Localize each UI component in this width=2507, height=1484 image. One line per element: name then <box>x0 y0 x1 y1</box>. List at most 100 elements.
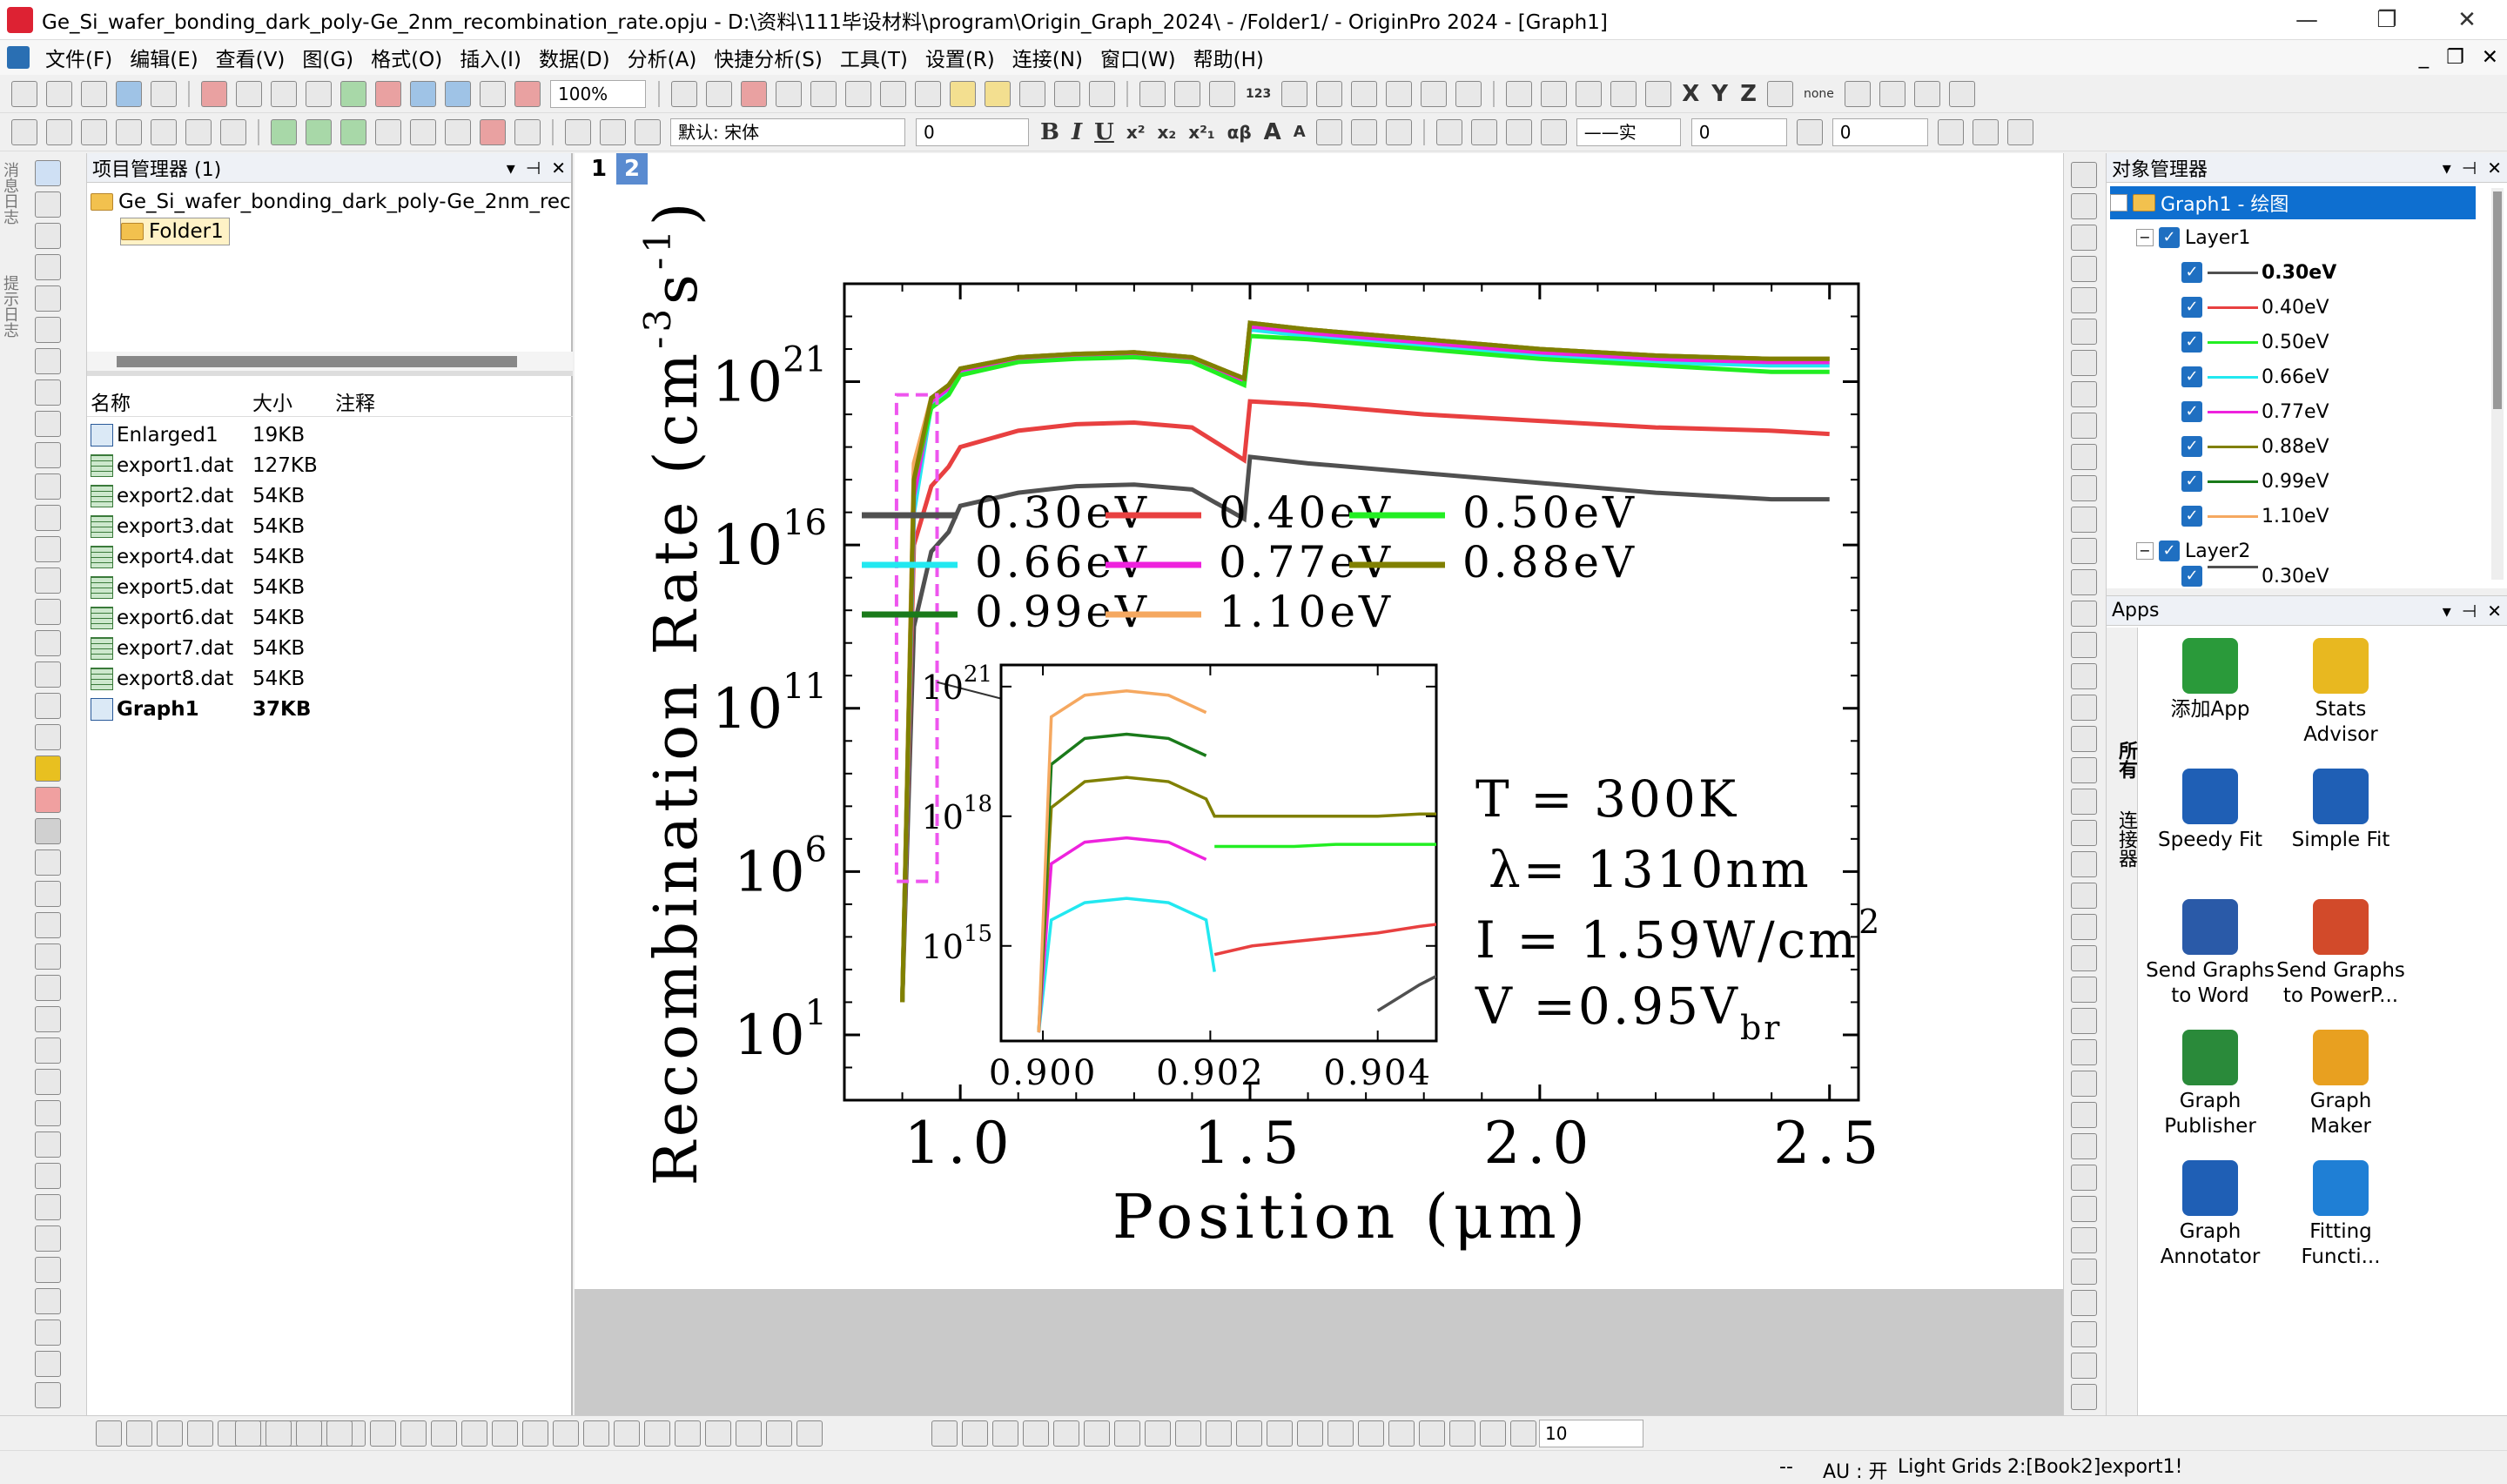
tree-scrollbar[interactable] <box>117 356 517 367</box>
draw-tool-icon[interactable] <box>1175 1420 1201 1447</box>
file-row[interactable]: export5.dat 54KB <box>87 572 573 602</box>
layer1-node[interactable]: − ✓ Layer1 <box>2136 221 2250 254</box>
menu-quick-analysis[interactable]: 快捷分析(S) <box>714 49 823 71</box>
tool-icon[interactable] <box>35 1037 61 1064</box>
cut-icon[interactable] <box>565 118 591 145</box>
collapse-icon[interactable]: − <box>2136 229 2154 246</box>
layer-tool-icon[interactable] <box>2071 1290 2097 1316</box>
draw-tool-icon[interactable] <box>675 1420 701 1447</box>
layer-tool-icon[interactable] <box>2071 413 2097 439</box>
draw-tool-icon[interactable] <box>1206 1420 1232 1447</box>
tool-icon[interactable] <box>35 599 61 625</box>
panel-close-icon[interactable]: ✕ <box>2487 157 2502 178</box>
plot-item[interactable]: ✓ 0.66eV <box>2181 360 2329 393</box>
plot-item[interactable]: ✓ 0.88eV <box>2181 430 2329 463</box>
new-function-icon[interactable] <box>151 80 177 107</box>
fill-column-icon[interactable] <box>340 118 366 145</box>
layer-tool-icon[interactable] <box>2071 1384 2097 1410</box>
code-builder-icon[interactable] <box>810 80 837 107</box>
next-page-icon[interactable] <box>1913 80 1940 107</box>
tool-icon[interactable] <box>35 567 61 594</box>
plot-item[interactable]: ✓ 0.50eV <box>2181 326 2329 359</box>
draw-tool-icon[interactable] <box>187 1420 213 1447</box>
tool-icon[interactable] <box>35 1382 61 1408</box>
draw-tool-icon[interactable] <box>583 1420 609 1447</box>
layer-tab-2[interactable]: 2 <box>616 153 648 185</box>
bold-button[interactable]: B <box>1040 118 1059 145</box>
menu-graph[interactable]: 图(G) <box>302 49 354 71</box>
open-template-icon[interactable] <box>236 80 262 107</box>
panel-pin-icon[interactable]: ⊣ <box>525 157 541 178</box>
error-bar-icon[interactable] <box>1766 80 1793 107</box>
add-plot-icon[interactable] <box>116 118 142 145</box>
draw-tool-icon[interactable] <box>644 1420 670 1447</box>
draw-tool-icon[interactable] <box>1358 1420 1384 1447</box>
menu-file[interactable]: 文件(F) <box>45 49 113 71</box>
layer-tool-icon[interactable] <box>2071 475 2097 501</box>
draw-tool-icon[interactable] <box>157 1420 183 1447</box>
app-item[interactable]: Stats Advisor <box>2275 638 2406 748</box>
draw-tool-icon[interactable] <box>1388 1420 1415 1447</box>
layer-tool-icon[interactable] <box>2071 444 2097 470</box>
layer-tab-1[interactable]: 1 <box>583 153 615 185</box>
menu-view[interactable]: 查看(V) <box>215 49 286 71</box>
underline-button[interactable]: U <box>1094 118 1114 145</box>
insert-column-icon[interactable] <box>375 118 401 145</box>
panel-close-icon[interactable]: ✕ <box>551 157 566 178</box>
layout-icon[interactable] <box>1089 80 1115 107</box>
decrease-font-button[interactable]: A <box>1293 123 1306 141</box>
panel-menu-icon[interactable]: ▾ <box>2442 600 2451 621</box>
filter-clear-icon[interactable] <box>1421 80 1448 107</box>
project-root-node[interactable]: Ge_Si_wafer_bonding_dark_poly-Ge_2nm_rec <box>91 188 571 216</box>
draw-tool-icon[interactable] <box>614 1420 640 1447</box>
object-scrollbar[interactable] <box>2493 191 2502 409</box>
draw-tool-icon[interactable] <box>1449 1420 1475 1447</box>
draw-tool-icon[interactable] <box>370 1420 396 1447</box>
panel-pin-icon[interactable]: ⊣ <box>2461 157 2477 178</box>
save-template-icon[interactable] <box>445 80 471 107</box>
command-window-icon[interactable] <box>880 80 906 107</box>
draw-tool-icon[interactable] <box>766 1420 792 1447</box>
copy-icon[interactable] <box>600 118 626 145</box>
draw-tool-icon[interactable] <box>1114 1420 1140 1447</box>
layer-tool-icon[interactable] <box>2071 1133 2097 1159</box>
tool-icon[interactable] <box>35 473 61 500</box>
layer-tool-icon[interactable] <box>2071 350 2097 376</box>
moon-icon[interactable] <box>1506 80 1533 107</box>
app-item[interactable]: Fitting Functi... <box>2275 1160 2406 1270</box>
layer-tool-icon[interactable] <box>2071 632 2097 658</box>
new-folder-icon[interactable] <box>81 80 107 107</box>
file-row[interactable]: export1.dat 127KB <box>87 450 573 480</box>
folder1-node[interactable]: Folder1 <box>120 218 230 245</box>
plot-item[interactable]: ✓ 0.40eV <box>2181 291 2329 324</box>
status-au[interactable]: AU : 开 <box>1823 1461 1888 1483</box>
draw-tool-icon[interactable] <box>962 1420 988 1447</box>
tool-icon[interactable] <box>35 536 61 562</box>
menu-format[interactable]: 格式(O) <box>371 49 443 71</box>
draw-tool-icon[interactable] <box>522 1420 548 1447</box>
draw-tool-icon[interactable] <box>736 1420 762 1447</box>
draw-tool-icon[interactable] <box>492 1420 518 1447</box>
app-item[interactable]: 添加App <box>2145 638 2275 722</box>
file-row[interactable]: export8.dat 54KB <box>87 663 573 694</box>
font-color-icon[interactable] <box>1385 118 1412 145</box>
message-log-tab[interactable]: 消息日志 <box>1 162 19 225</box>
checkbox-icon[interactable]: ✓ <box>2159 227 2180 248</box>
sum-icon[interactable] <box>1174 80 1200 107</box>
tool-icon[interactable] <box>35 849 61 876</box>
layer-tool-icon[interactable] <box>2071 1321 2097 1347</box>
print-icon[interactable] <box>671 80 697 107</box>
paste-icon[interactable] <box>635 118 661 145</box>
checkbox-icon[interactable]: ✓ <box>2181 566 2202 587</box>
col-name[interactable]: 名称 <box>91 393 131 415</box>
layer-tool-icon[interactable] <box>2071 287 2097 313</box>
duplicate-icon[interactable] <box>741 80 767 107</box>
tool-icon[interactable] <box>35 191 61 218</box>
tool-icon[interactable] <box>35 693 61 719</box>
draw-tool-icon[interactable] <box>296 1420 322 1447</box>
light-icon[interactable] <box>1540 118 1567 145</box>
draw-tool-icon[interactable] <box>1084 1420 1110 1447</box>
paste-format-icon[interactable] <box>1576 80 1603 107</box>
matrix-icon[interactable] <box>306 118 332 145</box>
mdi-minimize-button[interactable]: _ <box>2418 46 2430 69</box>
